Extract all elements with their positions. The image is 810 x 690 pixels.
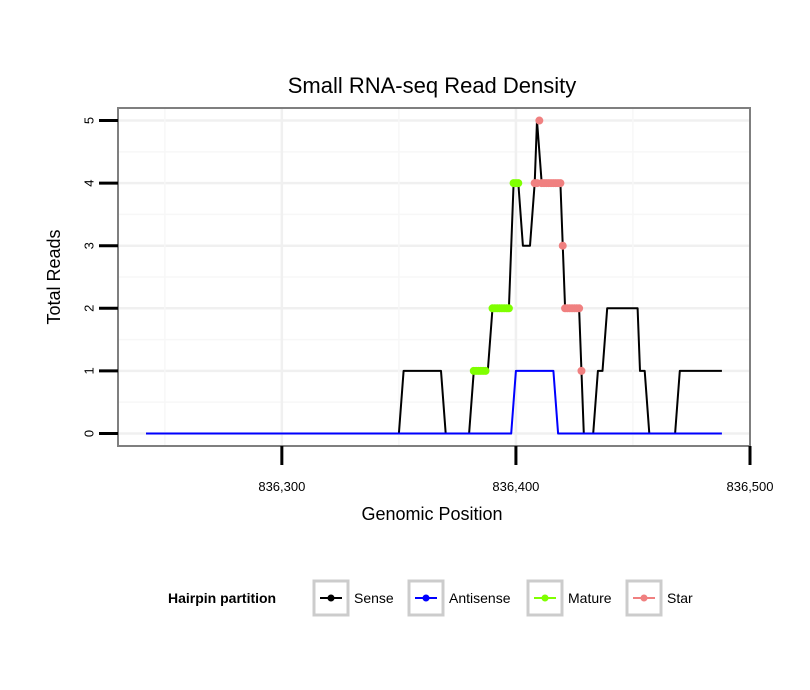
legend-key-point bbox=[541, 594, 549, 602]
x-tick-label: 836,400 bbox=[492, 479, 539, 494]
legend-label: Sense bbox=[354, 590, 394, 606]
legend-key-point bbox=[640, 594, 648, 602]
legend: Hairpin partition Sense Antisense Mature St… bbox=[168, 579, 693, 617]
data-point-mature bbox=[504, 304, 513, 313]
x-axis-label: Genomic Position bbox=[361, 504, 502, 524]
y-tick-label: 5 bbox=[82, 117, 97, 124]
data-point-star bbox=[575, 304, 584, 313]
y-axis: 0 1 2 3 4 5 bbox=[82, 117, 118, 437]
y-tick-label: 0 bbox=[82, 430, 97, 437]
series-layer bbox=[146, 116, 722, 435]
series-line-antisense bbox=[146, 369, 722, 435]
legend-label: Star bbox=[667, 590, 693, 606]
x-tick-label: 836,300 bbox=[258, 479, 305, 494]
data-point-star bbox=[535, 116, 544, 125]
y-tick-label: 1 bbox=[82, 367, 97, 374]
data-point-mature bbox=[481, 366, 490, 375]
y-tick-label: 4 bbox=[82, 179, 97, 186]
x-axis: 836,300 836,400 836,500 bbox=[258, 446, 774, 494]
legend-item-antisense: Antisense bbox=[407, 579, 511, 617]
legend-label: Antisense bbox=[449, 590, 511, 606]
legend-title: Hairpin partition bbox=[168, 590, 276, 606]
legend-item-sense: Sense bbox=[312, 579, 394, 617]
y-tick-label: 2 bbox=[82, 305, 97, 312]
legend-key-point bbox=[422, 594, 430, 602]
legend-label: Mature bbox=[568, 590, 612, 606]
data-point-star bbox=[577, 366, 586, 375]
legend-key-point bbox=[327, 594, 335, 602]
series-line-sense bbox=[146, 119, 722, 435]
data-point-star bbox=[556, 179, 565, 188]
data-point-star bbox=[558, 241, 567, 250]
chart-title: Small RNA-seq Read Density bbox=[288, 73, 577, 98]
y-tick-label: 3 bbox=[82, 242, 97, 249]
legend-item-mature: Mature bbox=[526, 579, 612, 617]
x-tick-label: 836,500 bbox=[727, 479, 774, 494]
y-axis-label: Total Reads bbox=[44, 229, 64, 324]
legend-key bbox=[526, 579, 564, 617]
legend-item-star: Star bbox=[625, 579, 693, 617]
data-point-mature bbox=[514, 179, 523, 188]
